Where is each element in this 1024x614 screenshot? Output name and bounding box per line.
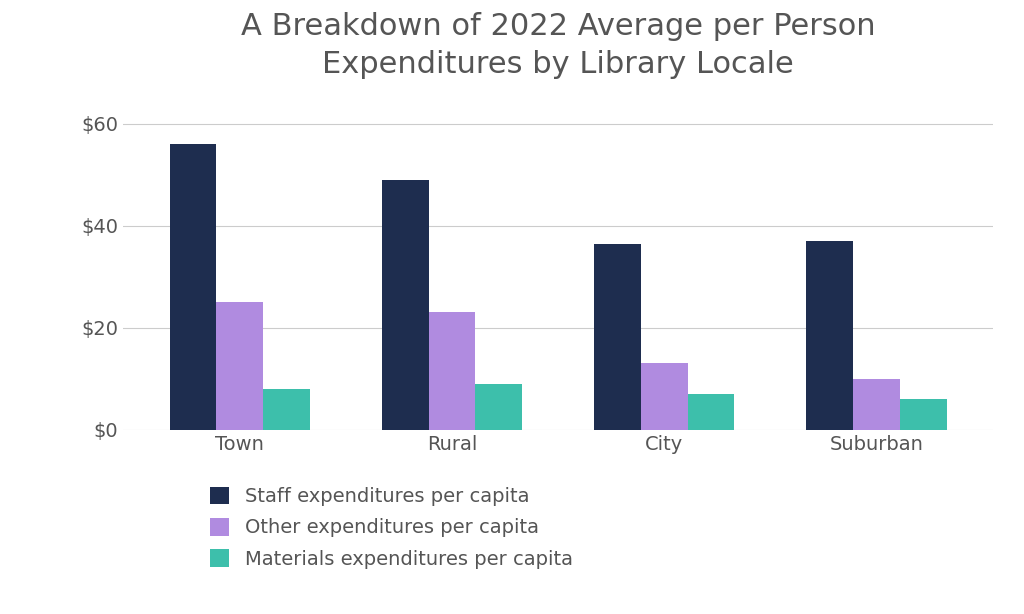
Bar [263,389,309,430]
Bar [475,384,522,430]
Bar [900,399,946,430]
Bar [641,363,687,430]
Bar [687,394,734,430]
Title: A Breakdown of 2022 Average per Person
Expenditures by Library Locale: A Breakdown of 2022 Average per Person E… [241,12,876,79]
Bar [594,244,641,430]
Bar [170,144,216,430]
Bar [382,180,429,430]
Bar [807,241,853,430]
Legend: Staff expenditures per capita, Other expenditures per capita, Materials expendit: Staff expenditures per capita, Other exp… [202,480,581,577]
Bar [429,313,475,430]
Bar [216,302,263,430]
Bar [853,379,900,430]
